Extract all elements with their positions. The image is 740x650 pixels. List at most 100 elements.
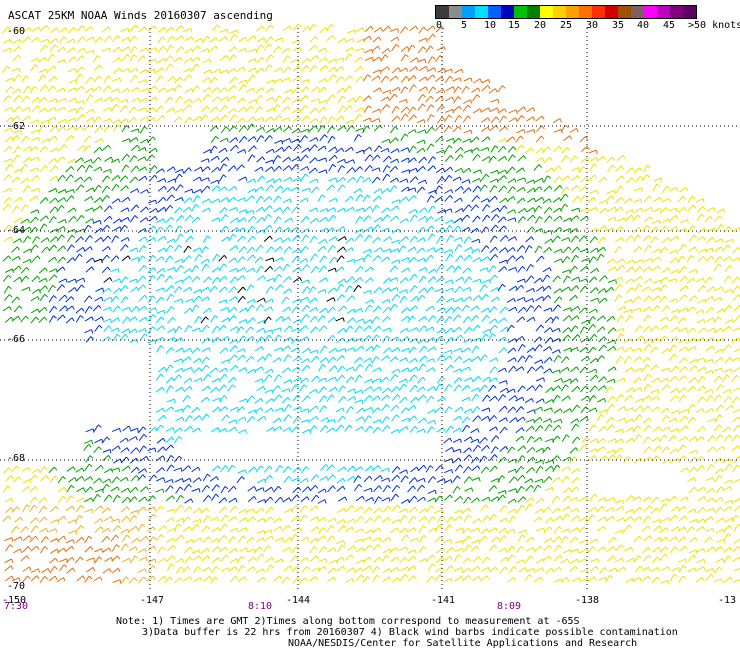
wind-barb	[103, 215, 111, 223]
wind-barb-feather	[6, 65, 11, 70]
wind-barb-feather	[343, 305, 347, 310]
wind-barb	[650, 346, 657, 354]
wind-barb-feather	[55, 165, 59, 170]
wind-barb-feather	[637, 214, 641, 219]
wind-barb	[669, 344, 674, 352]
wind-barb	[328, 214, 334, 222]
wind-barb	[471, 248, 479, 254]
wind-barb-feather	[386, 173, 391, 177]
wind-barb	[84, 165, 90, 173]
wind-barb-feather	[380, 27, 383, 32]
wind-barb	[362, 74, 369, 82]
wind-barb-feather	[333, 73, 337, 78]
wind-barb	[38, 74, 44, 83]
wind-barb	[490, 296, 498, 303]
wind-barb-feather	[90, 159, 93, 164]
wind-barb	[535, 135, 542, 143]
wind-barb-feather	[217, 96, 221, 101]
wind-barb-feather	[666, 185, 670, 190]
wind-barb	[282, 427, 291, 432]
wind-barb-feather	[261, 366, 264, 371]
wind-barb	[688, 234, 695, 242]
wind-barb	[273, 78, 281, 83]
wind-barb	[274, 257, 283, 262]
wind-barb	[227, 108, 235, 114]
wind-barb-feather	[416, 327, 419, 332]
wind-barb	[651, 219, 660, 224]
wind-barb	[337, 348, 346, 352]
wind-barb	[292, 46, 301, 51]
wind-barb	[85, 87, 93, 94]
wind-barb-feather	[53, 65, 57, 70]
wind-barb-feather	[694, 436, 698, 441]
wind-barb-feather	[396, 386, 400, 391]
wind-barb-feather	[144, 333, 148, 337]
wind-barb	[335, 407, 344, 413]
wind-barb	[299, 258, 307, 264]
wind-barb-feather	[595, 407, 598, 412]
wind-barb-feather	[415, 305, 419, 310]
wind-barb	[85, 36, 94, 42]
wind-barb	[201, 286, 209, 292]
wind-barb	[139, 47, 147, 53]
wind-barb	[318, 265, 325, 273]
wind-barb-feather	[233, 376, 237, 381]
wind-barb	[65, 189, 74, 193]
wind-barb-feather	[388, 155, 392, 160]
wind-barb-feather	[414, 415, 418, 420]
wind-barb-feather	[271, 166, 275, 171]
wind-barb-feather	[287, 96, 291, 101]
wind-barb	[281, 117, 290, 122]
wind-barb-feather	[172, 427, 175, 432]
wind-barb-feather	[569, 135, 573, 140]
wind-barb	[219, 28, 228, 33]
wind-barb	[102, 306, 111, 312]
wind-barb-feather	[160, 105, 164, 110]
wind-barb-feather	[35, 244, 39, 249]
wind-barb	[364, 345, 373, 352]
wind-barb-feather	[233, 68, 237, 72]
wind-barb	[31, 96, 39, 103]
wind-barb-feather	[235, 296, 238, 301]
wind-barb	[183, 167, 190, 174]
wind-barb	[22, 115, 29, 122]
wind-barb	[282, 137, 290, 143]
wind-barb	[598, 225, 606, 232]
wind-barb	[129, 427, 138, 432]
wind-barb	[608, 266, 616, 272]
wind-barb-feather	[702, 408, 705, 413]
wind-barb-feather	[476, 228, 480, 233]
wind-barb	[463, 254, 470, 262]
wind-barb-feather	[624, 217, 627, 223]
wind-barb-feather	[181, 347, 185, 352]
wind-barb	[228, 84, 235, 92]
wind-barb-feather	[694, 295, 698, 299]
wind-barb-feather	[11, 107, 14, 112]
wind-barb	[506, 388, 515, 394]
wind-barb	[211, 325, 218, 334]
wind-barb	[292, 86, 299, 94]
wind-barb-feather	[489, 329, 492, 334]
wind-barb	[634, 414, 640, 422]
wind-barb-feather	[305, 325, 309, 330]
wind-barb	[300, 279, 309, 284]
wind-barb	[407, 129, 416, 134]
wind-barb-feather	[449, 437, 453, 442]
wind-barb	[85, 108, 93, 114]
wind-barb	[164, 255, 171, 263]
wind-barb	[498, 266, 505, 273]
wind-barb	[356, 38, 364, 44]
wind-barb	[660, 407, 668, 414]
wind-barb-feather	[539, 186, 543, 191]
wind-barb	[183, 245, 189, 253]
wind-barb-feather	[575, 423, 580, 427]
wind-barb	[506, 297, 515, 303]
wind-barb-feather	[487, 147, 490, 152]
wind-barb-feather	[253, 35, 257, 40]
wind-barb	[164, 224, 171, 232]
wind-barb-feather	[18, 106, 22, 110]
wind-barb-feather	[314, 35, 319, 40]
wind-barb	[228, 54, 234, 62]
wind-barb-feather	[424, 179, 427, 185]
wind-barb	[688, 269, 697, 274]
